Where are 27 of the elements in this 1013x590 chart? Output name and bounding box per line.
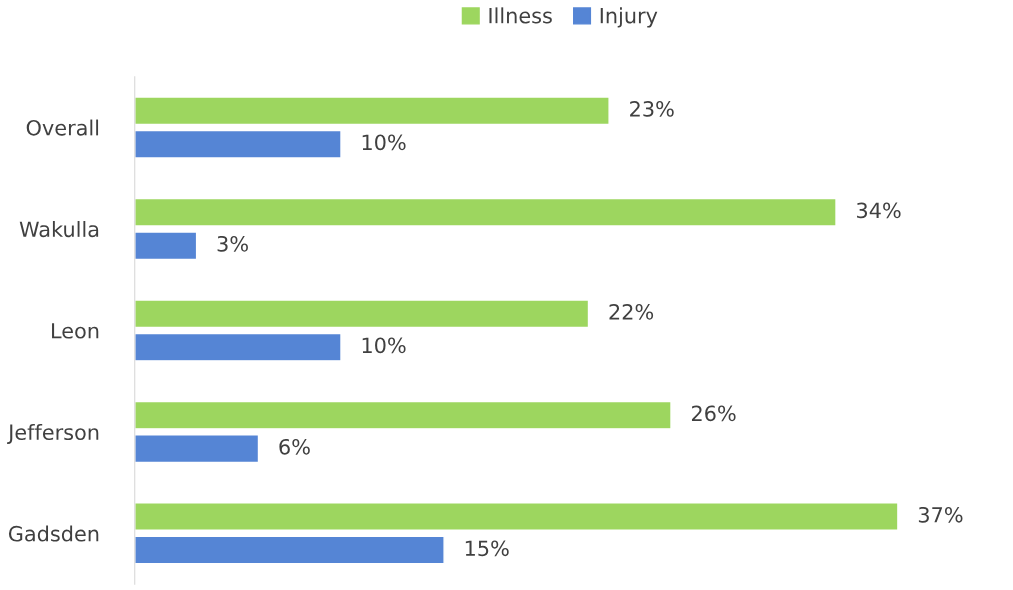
bar xyxy=(134,502,899,532)
legend-label: Injury xyxy=(600,7,658,28)
data-label: 22% xyxy=(609,303,654,320)
y-tick-label: Wakulla xyxy=(19,221,99,238)
y-tick-label: Gadsden xyxy=(8,525,99,542)
bar xyxy=(134,299,590,329)
data-label: 10% xyxy=(362,134,406,151)
y-tick-label: Jefferson xyxy=(7,423,99,444)
data-label: 10% xyxy=(362,337,406,354)
bar xyxy=(134,129,342,159)
data-label: 26% xyxy=(691,405,736,422)
bar xyxy=(134,434,260,464)
y-tick-label: Overall xyxy=(26,119,99,136)
bar xyxy=(134,231,198,261)
data-label: 23% xyxy=(630,100,674,117)
data-label: 37% xyxy=(918,506,963,523)
bar xyxy=(134,400,672,430)
data-label: 34% xyxy=(857,202,901,219)
data-label: 15% xyxy=(465,540,509,557)
data-label: 3% xyxy=(217,235,248,252)
data-label: 6% xyxy=(279,438,310,455)
bar xyxy=(134,535,445,565)
legend-label: Illness xyxy=(489,7,552,24)
y-tick-label: Leon xyxy=(52,323,99,339)
bar xyxy=(134,332,342,362)
bar xyxy=(134,96,610,126)
bar xyxy=(134,197,837,227)
